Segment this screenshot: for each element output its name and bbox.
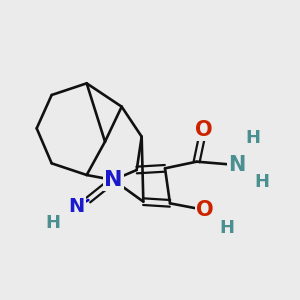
- Text: H: H: [46, 214, 61, 232]
- Text: H: H: [246, 129, 261, 147]
- Text: O: O: [194, 120, 212, 140]
- Text: N: N: [104, 170, 123, 190]
- Text: H: H: [254, 173, 269, 191]
- Text: H: H: [219, 219, 234, 237]
- Text: O: O: [196, 200, 214, 220]
- Text: N: N: [68, 197, 85, 216]
- Text: N: N: [228, 155, 245, 175]
